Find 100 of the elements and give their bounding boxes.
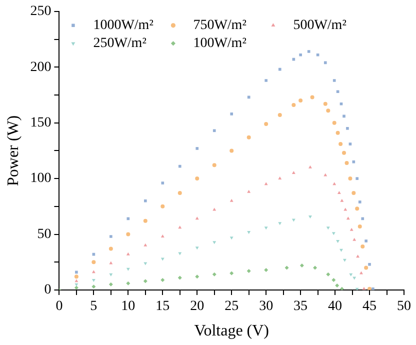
point: [284, 266, 289, 270]
legend-label: 500W/m²: [293, 18, 346, 34]
y-tick-label: 50: [37, 226, 52, 242]
point: [332, 120, 336, 125]
point: [299, 53, 302, 56]
point: [361, 217, 364, 220]
point: [337, 191, 341, 194]
point: [342, 114, 346, 118]
point: [178, 276, 182, 280]
point: [144, 199, 147, 202]
point: [338, 142, 343, 146]
legend-label: 1000W/m²: [93, 18, 154, 34]
point: [230, 271, 234, 276]
point: [74, 286, 78, 290]
point: [264, 268, 268, 272]
point: [352, 191, 356, 196]
point: [336, 90, 340, 94]
point: [92, 278, 96, 282]
point: [126, 217, 130, 220]
x-tick-label: 35: [294, 299, 308, 314]
point: [356, 254, 360, 258]
x-tick-label: 0: [56, 299, 63, 314]
point: [247, 231, 251, 234]
point: [310, 95, 314, 100]
point: [264, 226, 268, 230]
x-tick-label: 50: [397, 299, 411, 314]
point: [212, 129, 216, 132]
point: [344, 160, 349, 165]
x-axis-title: Voltage (V): [194, 322, 269, 340]
point: [364, 266, 368, 270]
point: [264, 182, 268, 186]
point: [350, 228, 354, 231]
point: [143, 279, 148, 284]
point: [212, 272, 216, 276]
point: [336, 130, 340, 135]
legend-label: 100W/m²: [193, 36, 246, 52]
point: [332, 232, 336, 236]
point: [352, 238, 356, 241]
point: [126, 232, 130, 236]
point: [349, 273, 353, 276]
x-tick-label: 45: [362, 299, 377, 314]
point: [364, 240, 368, 242]
point: [161, 182, 164, 184]
point: [308, 165, 312, 168]
legend-label: 250W/m²: [93, 36, 146, 52]
point: [109, 273, 113, 276]
point: [368, 262, 371, 266]
y-tick-label: 150: [30, 116, 52, 131]
point: [307, 50, 310, 53]
point: [326, 272, 330, 276]
point: [247, 96, 250, 99]
point: [178, 252, 182, 256]
point: [298, 98, 303, 103]
x-tick-label: 20: [190, 299, 204, 314]
point: [323, 102, 328, 106]
point: [196, 147, 199, 150]
point: [352, 160, 356, 164]
point: [278, 68, 282, 71]
point: [246, 135, 251, 140]
point: [342, 150, 346, 155]
point: [126, 281, 130, 286]
x-tick-label: 25: [224, 299, 239, 314]
point: [336, 240, 340, 243]
point: [178, 164, 182, 168]
point: [126, 252, 130, 256]
point: [212, 163, 216, 168]
point: [74, 279, 78, 282]
point: [340, 198, 344, 202]
x-tick-label: 5: [90, 299, 98, 314]
point: [264, 122, 268, 126]
point: [316, 53, 320, 56]
point: [332, 79, 336, 82]
point: [368, 286, 372, 290]
point: [278, 176, 282, 180]
point: [326, 226, 330, 230]
point: [178, 226, 182, 229]
y-tick-label: 100: [30, 171, 52, 186]
point: [348, 142, 352, 146]
point: [324, 61, 327, 64]
point: [246, 269, 251, 274]
point: [308, 215, 312, 218]
point: [340, 248, 343, 252]
legend-label: 750W/m²: [193, 18, 246, 34]
point: [230, 148, 234, 153]
point: [278, 113, 282, 118]
point: [160, 234, 164, 238]
point: [356, 177, 359, 180]
point: [326, 108, 330, 113]
point: [212, 241, 216, 244]
point: [362, 286, 366, 290]
point: [109, 261, 113, 264]
point: [264, 79, 268, 82]
point: [230, 236, 234, 240]
point: [344, 208, 348, 211]
point: [348, 176, 352, 181]
point: [346, 216, 350, 220]
point: [360, 271, 363, 274]
x-tick-label: 15: [156, 299, 170, 314]
point: [144, 243, 148, 246]
point: [92, 284, 96, 289]
